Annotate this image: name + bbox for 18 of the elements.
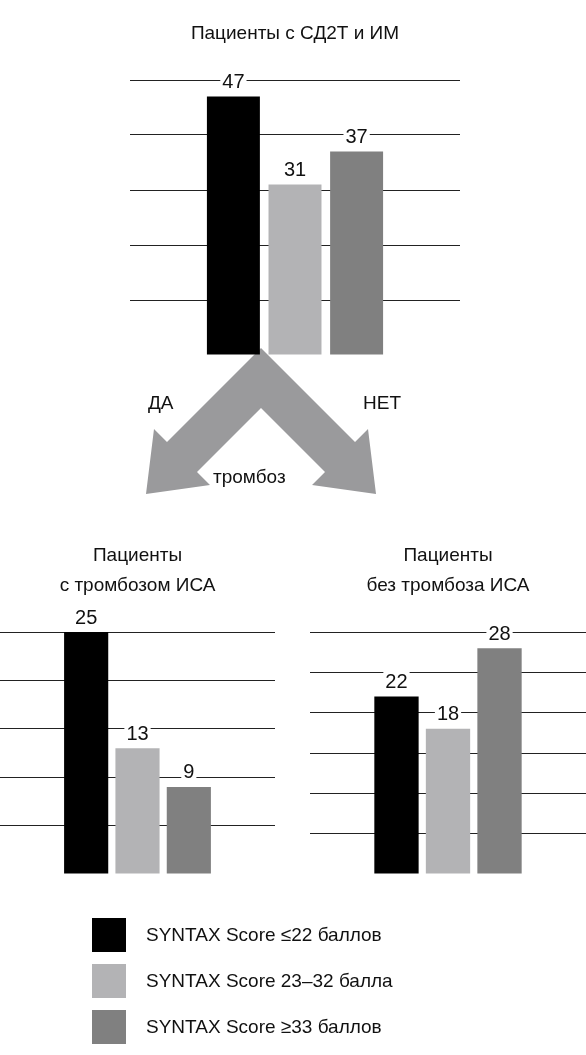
chart-title: Пациенты без тромбоза ИСА — [365, 543, 531, 597]
data-label: 31 — [283, 158, 307, 181]
text: тромбоз — [213, 466, 286, 488]
data-label: 28 — [488, 621, 511, 644]
data-label: 18 — [436, 702, 460, 725]
data-label: 25 — [75, 605, 98, 628]
data-label: 47 — [222, 70, 245, 93]
legend-label: SYNTAX Score ≤22 баллов — [146, 924, 382, 946]
chart-title: Пациенты с тромбозом ИСА — [58, 543, 217, 597]
legend-label: SYNTAX Score 23–32 балла — [146, 970, 393, 992]
data-label: 22 — [385, 670, 408, 693]
text: ДА — [148, 392, 174, 414]
data-label: 9 — [183, 760, 195, 783]
text: НЕТ — [363, 392, 401, 414]
data-label: 13 — [126, 721, 149, 744]
legend-label: SYNTAX Score ≥33 баллов — [146, 1016, 382, 1038]
chart-title: Пациенты с СД2Т и ИМ — [189, 21, 401, 45]
data-label: 37 — [345, 125, 368, 148]
